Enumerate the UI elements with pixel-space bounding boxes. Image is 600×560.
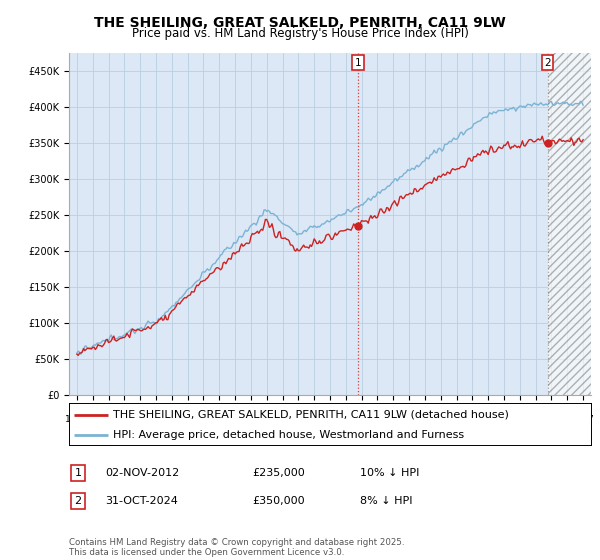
Text: 1: 1 bbox=[355, 58, 361, 68]
Text: THE SHEILING, GREAT SALKELD, PENRITH, CA11 9LW (detached house): THE SHEILING, GREAT SALKELD, PENRITH, CA… bbox=[113, 409, 509, 419]
Text: 02-NOV-2012: 02-NOV-2012 bbox=[105, 468, 179, 478]
Text: 2: 2 bbox=[74, 496, 82, 506]
Bar bbox=[548, 53, 599, 395]
Text: 10% ↓ HPI: 10% ↓ HPI bbox=[360, 468, 419, 478]
Bar bbox=[548, 53, 584, 395]
Text: THE SHEILING, GREAT SALKELD, PENRITH, CA11 9LW: THE SHEILING, GREAT SALKELD, PENRITH, CA… bbox=[94, 16, 506, 30]
Text: Contains HM Land Registry data © Crown copyright and database right 2025.
This d: Contains HM Land Registry data © Crown c… bbox=[69, 538, 404, 557]
Text: Price paid vs. HM Land Registry's House Price Index (HPI): Price paid vs. HM Land Registry's House … bbox=[131, 27, 469, 40]
Text: 1: 1 bbox=[74, 468, 82, 478]
Text: £350,000: £350,000 bbox=[252, 496, 305, 506]
Text: 8% ↓ HPI: 8% ↓ HPI bbox=[360, 496, 413, 506]
Text: HPI: Average price, detached house, Westmorland and Furness: HPI: Average price, detached house, West… bbox=[113, 430, 464, 440]
Text: £235,000: £235,000 bbox=[252, 468, 305, 478]
Text: 2: 2 bbox=[544, 58, 551, 68]
Text: 31-OCT-2024: 31-OCT-2024 bbox=[105, 496, 178, 506]
